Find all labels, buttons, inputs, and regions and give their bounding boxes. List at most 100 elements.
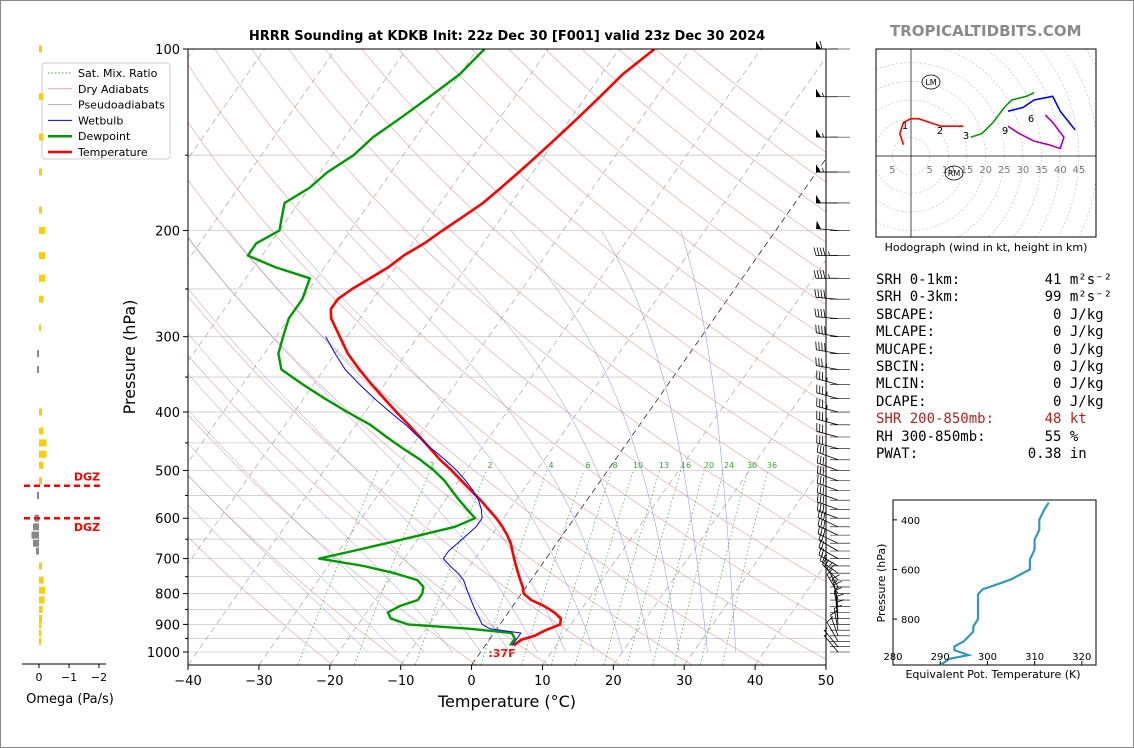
stat-value: 55 [1010,428,1062,445]
stat-row: SRH 0-1km: 41 m²s⁻² [876,272,1112,289]
storm-motion-marker [944,165,964,181]
stat-label: SRH 0-1km: [876,272,1011,288]
storm-motion-label: LM [925,78,936,87]
omega-bar [39,295,44,303]
wind-barb-full [823,309,826,318]
omega-bar [39,620,42,628]
x-tick-label: −30 [245,674,272,689]
wind-barb-half [825,547,827,552]
stat-unit: J/kg [1061,376,1104,393]
omega-tick-label: 0 [36,671,43,684]
wind-barb-full [819,494,822,503]
mixing-ratio-line [722,470,769,665]
hodograph-panel: 5 5 10 15 20 25 30 35 40 45 1 2 3 6 9 LM RM [876,49,1096,237]
wind-barb [817,482,839,492]
omega-bar [39,586,45,594]
wind-barb-half [822,92,824,97]
wind-barb-full [820,309,823,318]
x-tick-label: 50 [818,674,835,689]
mixing-ratio-label: 13 [659,461,669,470]
x-tick-label: 10 [534,674,551,689]
wind-barb-full [817,509,821,518]
dry-adiabat [434,49,826,371]
chart-legend: Sat. Mix. Ratio Dry Adiabats Pseudoadiabat… [41,62,171,160]
theta-e-frame [892,499,1097,666]
chart-title: HRRR Sounding at KDKB Init: 22z Dec 30 [… [249,29,765,44]
omega-bar [39,427,44,435]
wind-barb-full [820,510,823,519]
y-tick-label: 500 [155,464,180,479]
dry-adiabat [398,49,826,404]
omega-bar [39,93,44,101]
y-tick-label: 600 [155,512,180,527]
wind-barb-full [819,503,822,512]
stat-row: MLCIN: 0 J/kg [876,376,1112,393]
wind-barb [817,492,839,501]
wind-barb-full [816,502,819,511]
wind-barb-full [813,247,817,256]
wind-barb-flag [816,41,821,49]
dry-adiabat [508,49,826,306]
x-tick-label: 30 [676,674,693,689]
dry-adiabat [288,49,826,509]
wind-barb-full [822,486,825,495]
wind-barb [823,634,839,653]
mixing-ratio-label: 30 [747,461,757,470]
stat-row: SRH 0-3km: 99 m²s⁻² [876,289,1112,306]
legend-label: Temperature [77,146,148,159]
dgz-label: DGZ [74,471,100,484]
hodograph-tick-label: 10 [942,165,955,176]
wind-barb [817,533,839,544]
isotherm-line [188,49,407,362]
omega-bar [39,615,42,623]
theta-e-y-tick-label: 400 [901,516,920,527]
dry-adiabat [188,414,477,665]
wind-barb-full [816,464,819,474]
wind-barb [816,405,839,413]
wind-barb-full [822,495,825,504]
stat-unit: J/kg [1061,306,1104,323]
legend-box [41,62,171,160]
dry-adiabat [188,63,826,621]
omega-axis-label: Omega (Pa/s) [26,692,114,707]
omega-bar [36,547,39,555]
wind-barb-full [824,343,826,352]
stat-row: PWAT: 0.38 in [876,446,1112,463]
mixing-ratio-line [480,470,547,665]
wind-barb [835,602,839,625]
wind-barb [817,517,839,528]
wind-barb-full [816,270,820,279]
wind-barb-full [822,270,826,279]
hodograph-caption: Hodograph (wind in kt, height in km) [885,241,1088,254]
wind-barb-flag [816,129,821,138]
hodograph-trace [1007,114,1065,150]
y-tick-label: 200 [155,225,180,240]
pseudoadiabat [510,230,680,653]
wind-barb-full [834,604,842,609]
wind-barb-full [819,455,822,465]
omega-tick-label: −2 [91,671,107,684]
hodograph-tick-label: 40 [1054,165,1067,176]
wind-barb-full [822,504,825,513]
wind-barb-full [818,325,820,334]
stat-unit: m²s⁻² [1061,289,1113,306]
hodograph-frame [875,48,1097,238]
stat-label: MLCAPE: [876,324,1011,341]
dry-adiabat [214,49,826,583]
mixing-ratio-label: 24 [724,461,734,470]
theta-e-y-label: Pressure (hPa) [875,544,888,623]
omega-bar [33,523,39,531]
wind-barb-full [819,270,823,279]
wind-barb [818,539,839,552]
wind-barb-full [822,557,828,565]
wind-barb [816,332,839,338]
wind-barb-full [814,289,817,298]
stat-value: 0 [1010,306,1062,323]
wind-barb-full [820,518,823,528]
hodograph-height-label: 2 [937,126,943,137]
wind-barb-half [825,554,827,559]
wind-barb-full [816,454,819,463]
wind-barb-full [821,541,825,550]
wind-barb-full [817,525,821,534]
wind-barb-full [819,40,823,50]
